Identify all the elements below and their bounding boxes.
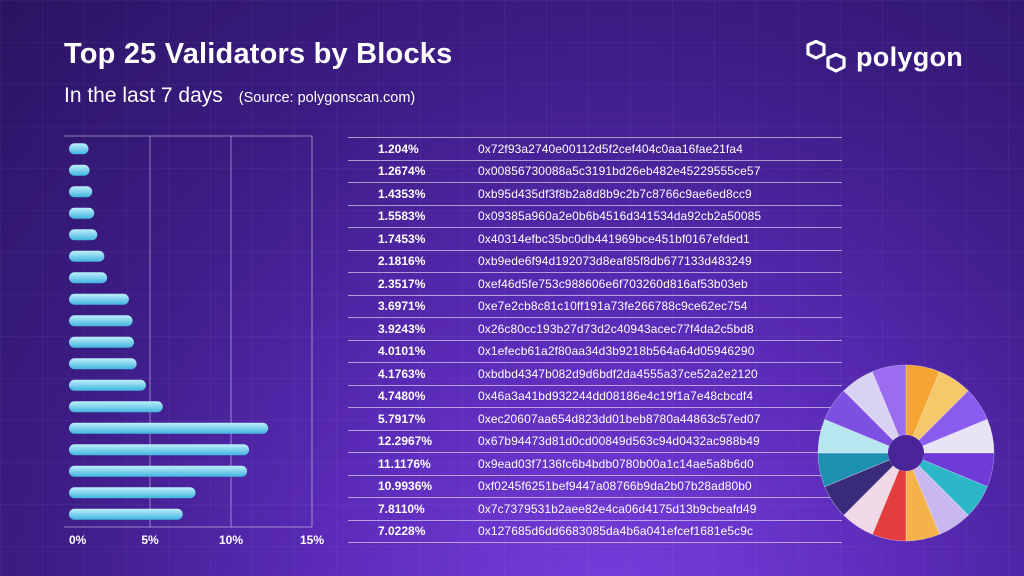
logo-wordmark: polygon — [856, 41, 964, 72]
validator-address: 0x67b94473d81d0cd00849d563c94d0432ac988b… — [478, 429, 842, 453]
bar — [69, 164, 90, 176]
polygon-logo-icon — [806, 40, 846, 73]
table-row: 3.9243% 0x26c80cc193b27d73d2c40943acec77f… — [348, 317, 842, 340]
validator-address: 0xb9ede6f94d192073d8eaf85f8db677133d4832… — [478, 249, 842, 273]
table-row: 7.0228% 0x127685d6dd6683085da4b6a041efcef… — [348, 519, 842, 543]
x-tick-label: 0% — [69, 533, 87, 547]
bar — [69, 508, 183, 520]
table-row: 7.8110% 0x7c7379531b2aee82e4ca06d4175d13b… — [348, 497, 842, 520]
chart-x-ticks: 0% 5% 10% 15% — [69, 533, 324, 547]
decorative-donut-chart — [817, 364, 995, 542]
validator-address: 0xef46d5fe753c988606e6f703260d816af53b03… — [478, 272, 842, 295]
table-row: 1.2674% 0x00856730088a5c3191bd26eb482e452… — [348, 159, 842, 183]
donut-hole — [888, 435, 924, 471]
validator-address: 0x09385a960a2e0b6b4516d341534da92cb2a500… — [478, 204, 842, 228]
validator-address: 0xbdbd4347b082d9d6bdf2da4555a37ce52a2e21… — [478, 362, 842, 385]
validator-share: 1.7453% — [348, 227, 478, 250]
bar — [69, 293, 129, 305]
table-row: 1.204% 0x72f93a2740e00112d5f2cef404c0aa16… — [348, 137, 842, 160]
validator-share: 3.9243% — [348, 317, 478, 340]
validator-address: 0x26c80cc193b27d73d2c40943acec77f4da2c5b… — [478, 317, 842, 340]
validator-share: 1.204% — [348, 137, 478, 160]
validator-table: 1.204% 0x72f93a2740e00112d5f2cef404c0aa16… — [348, 137, 842, 543]
table-row: 4.0101% 0x1efecb61a2f80aa34d3b9218b564a64… — [348, 339, 842, 363]
bar — [69, 379, 146, 391]
validator-address: 0x00856730088a5c3191bd26eb482e45229555ce… — [478, 159, 842, 183]
page-title: Top 25 Validators by Blocks — [64, 38, 453, 70]
table-row: 1.5583% 0x09385a960a2e0b6b4516d341534da92… — [348, 204, 842, 228]
validator-address: 0xb95d435df3f8b2a8d8b9c2b7c8766c9ae6ed8c… — [478, 182, 842, 205]
polygon-logo: polygon — [806, 40, 963, 74]
validator-share: 1.5583% — [348, 204, 478, 228]
validator-share: 2.1816% — [348, 249, 478, 273]
bar — [69, 186, 93, 198]
bar — [69, 422, 269, 434]
validator-address: 0x46a3a41bd932244dd08186e4c19f1a7e48cbcd… — [478, 384, 842, 408]
validator-address: 0x9ead03f7136fc6b4bdb0780b00a1c14ae5a8b6… — [478, 452, 842, 475]
validator-address: 0x72f93a2740e00112d5f2cef404c0aa16fae21f… — [478, 137, 842, 160]
bar — [69, 487, 196, 499]
validator-share: 4.0101% — [348, 339, 478, 363]
validator-share: 10.9936% — [348, 474, 478, 498]
subtitle-row: In the last 7 days (Source: polygonscan.… — [64, 84, 415, 108]
validator-share: 4.7480% — [348, 384, 478, 408]
validator-address: 0xf0245f6251bef9447a08766b9da2b07b28ad80… — [478, 474, 842, 498]
validator-share: 7.8110% — [348, 497, 478, 520]
validator-share: 11.1176% — [348, 452, 478, 475]
table-row: 2.3517% 0xef46d5fe753c988606e6f703260d816… — [348, 272, 842, 295]
x-tick-label: 15% — [300, 533, 324, 547]
validator-share: 1.4353% — [348, 182, 478, 205]
bar — [69, 229, 98, 241]
table-row: 5.7917% 0xec20607aa654d823dd01beb8780a448… — [348, 407, 842, 430]
table-row: 4.7480% 0x46a3a41bd932244dd08186e4c19f1a7… — [348, 384, 842, 408]
bar — [69, 207, 95, 219]
table-row: 2.1816% 0xb9ede6f94d192073d8eaf85f8db6771… — [348, 249, 842, 273]
chart-grid — [64, 135, 313, 528]
validator-share: 3.6971% — [348, 294, 478, 318]
table-row: 10.9936% 0xf0245f6251bef9447a08766b9da2b0… — [348, 474, 842, 498]
validator-share: 2.3517% — [348, 272, 478, 295]
bar — [69, 250, 105, 262]
bar — [69, 272, 108, 284]
bar — [69, 444, 250, 456]
bar — [69, 336, 134, 348]
table-row: 3.6971% 0xe7e2cb8c81c10ff191a73fe266788c9… — [348, 294, 842, 318]
bar — [69, 401, 163, 413]
validator-address: 0x40314efbc35bc0db441969bce451bf0167efde… — [478, 227, 842, 250]
x-tick-label: 10% — [219, 533, 243, 547]
table-row: 4.1763% 0xbdbd4347b082d9d6bdf2da4555a37ce… — [348, 362, 842, 385]
validator-share: 12.2967% — [348, 429, 478, 453]
validator-share: 7.0228% — [348, 519, 478, 543]
bar — [69, 465, 248, 477]
table-row: 11.1176% 0x9ead03f7136fc6b4bdb0780b00a1c1… — [348, 452, 842, 475]
validator-share: 1.2674% — [348, 159, 478, 183]
table-row: 12.2967% 0x67b94473d81d0cd00849d563c94d04… — [348, 429, 842, 453]
validator-address: 0x127685d6dd6683085da4b6a041efcef1681e5c… — [478, 519, 842, 543]
chart-bars — [69, 143, 269, 520]
source-note: (Source: polygonscan.com) — [238, 90, 416, 106]
table-row: 1.4353% 0xb95d435df3f8b2a8d8b9c2b7c8766c9… — [348, 182, 842, 205]
validator-address: 0xec20607aa654d823dd01beb8780a44863c57ed… — [478, 407, 842, 430]
table-row: 1.7453% 0x40314efbc35bc0db441969bce451bf0… — [348, 227, 842, 250]
bar — [69, 358, 137, 370]
validator-address: 0x1efecb61a2f80aa34d3b9218b564a64d059462… — [478, 339, 842, 363]
bar — [69, 315, 133, 327]
bar — [69, 143, 89, 155]
validator-address: 0xe7e2cb8c81c10ff191a73fe266788c9ce62ec7… — [478, 294, 842, 318]
x-tick-label: 5% — [141, 533, 159, 547]
validator-share: 5.7917% — [348, 407, 478, 430]
validator-share: 4.1763% — [348, 362, 478, 385]
validator-address: 0x7c7379531b2aee82e4ca06d4175d13b9cbeafd… — [478, 497, 842, 520]
page-subtitle: In the last 7 days — [64, 84, 223, 107]
